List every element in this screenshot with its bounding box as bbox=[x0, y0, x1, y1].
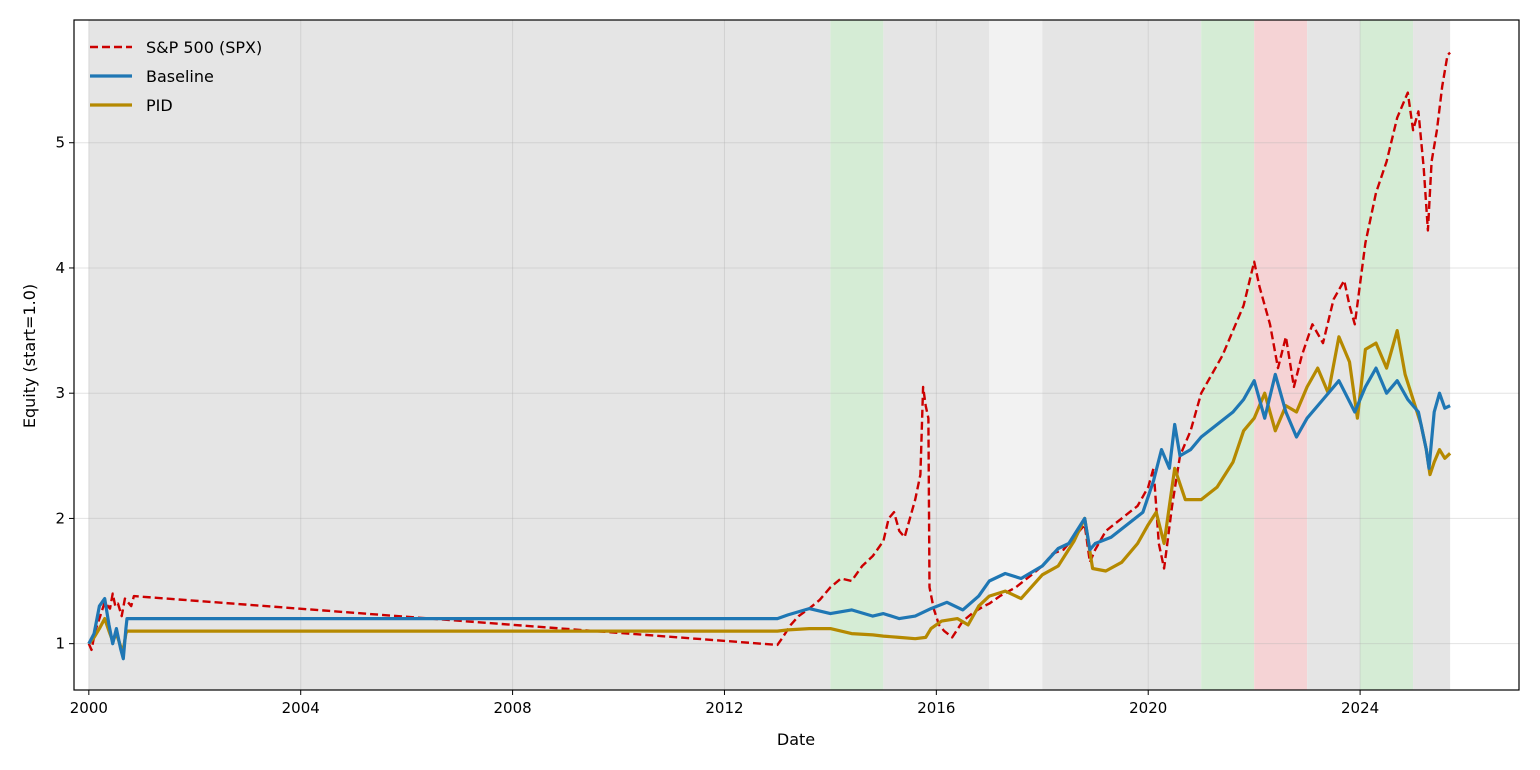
x-tick-label: 2016 bbox=[917, 699, 955, 717]
series-line-s-p-500-spx bbox=[87, 51, 1451, 652]
y-axis-title: Equity (start=1.0) bbox=[20, 284, 39, 428]
series-lines bbox=[87, 51, 1452, 661]
regime-band-neutral bbox=[883, 20, 990, 690]
legend-label: PID bbox=[146, 96, 173, 115]
x-axis-ticks: 2000 2004 2008 2012 2016 2020 2024 bbox=[70, 690, 1379, 717]
legend: S&P 500 (SPX) Baseline PID bbox=[90, 38, 262, 115]
y-tick-label: 3 bbox=[55, 384, 65, 402]
x-tick-label: 2000 bbox=[70, 699, 108, 717]
regime-band-bull bbox=[1360, 20, 1414, 690]
regime-band-light bbox=[989, 20, 1043, 690]
x-tick-label: 2020 bbox=[1129, 699, 1167, 717]
y-axis-ticks: 1 2 3 4 5 bbox=[55, 134, 74, 653]
y-tick-label: 4 bbox=[55, 259, 65, 277]
regime-band-neutral bbox=[1413, 20, 1451, 690]
plot-frame bbox=[73, 19, 1520, 691]
x-tick-label: 2024 bbox=[1341, 699, 1379, 717]
x-tick-label: 2012 bbox=[705, 699, 743, 717]
regime-band-bull bbox=[1201, 20, 1255, 690]
x-axis-title: Date bbox=[777, 730, 815, 749]
series-line-baseline bbox=[87, 366, 1451, 661]
y-tick-label: 5 bbox=[55, 134, 65, 152]
y-tick-label: 2 bbox=[55, 509, 65, 527]
legend-label: S&P 500 (SPX) bbox=[146, 38, 262, 57]
regime-band-neutral bbox=[1307, 20, 1361, 690]
regime-band-neutral bbox=[88, 20, 831, 690]
legend-label: Baseline bbox=[146, 67, 214, 86]
regime-bands bbox=[88, 20, 1451, 690]
regime-band-bull bbox=[830, 20, 884, 690]
x-tick-label: 2008 bbox=[493, 699, 531, 717]
series-line-pid bbox=[87, 329, 1452, 652]
regime-band-neutral bbox=[1042, 20, 1202, 690]
grid bbox=[74, 20, 1519, 690]
y-tick-label: 1 bbox=[55, 635, 65, 653]
x-tick-label: 2004 bbox=[282, 699, 320, 717]
